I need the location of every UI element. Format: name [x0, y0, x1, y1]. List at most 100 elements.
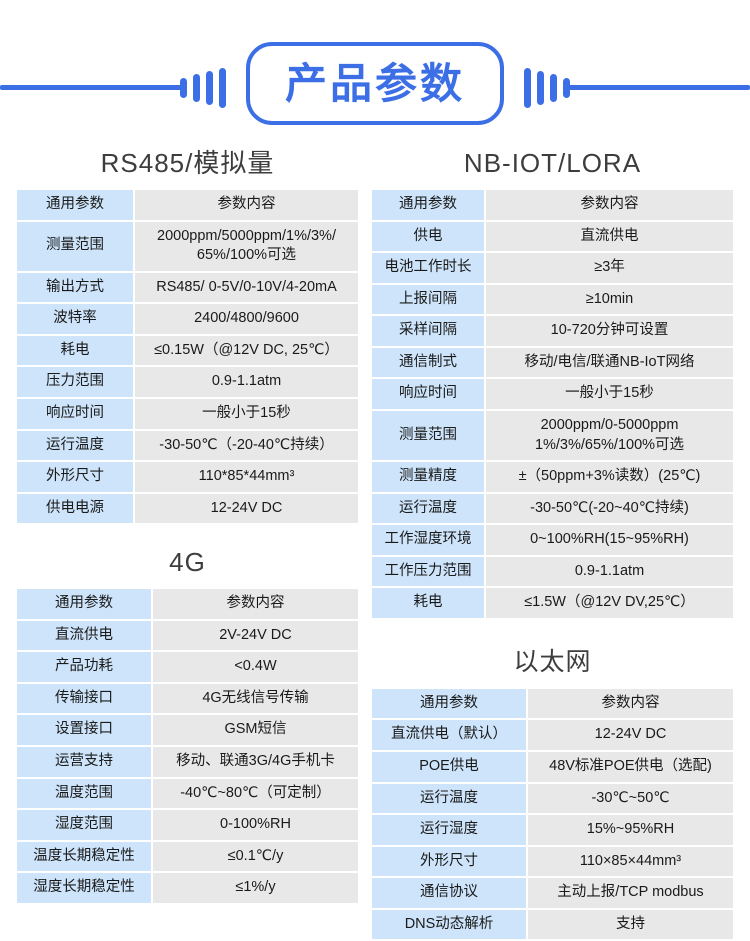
table-row: 测量精度 ±（50ppm+3%读数）(25℃) [372, 462, 733, 492]
row-value: 10-720分钟可设置 [486, 316, 733, 346]
row-value: -30℃~50℃ [528, 783, 733, 814]
tick-bar-icon [537, 70, 544, 105]
row-value: 移动、联通3G/4G手机卡 [153, 747, 358, 777]
table-row: 湿度长期稳定性 ≤1%/y [17, 873, 358, 903]
row-label: 外形尺寸 [17, 462, 135, 492]
banner-ticks-left [180, 67, 226, 108]
row-label: 运行温度 [372, 493, 486, 524]
banner-rule-right [568, 85, 750, 90]
column-header-parameter: 通用参数 [17, 589, 153, 619]
tick-bar-icon [563, 77, 570, 98]
table-row: 耗电 ≤0.15W（@12V DC, 25℃） [17, 335, 358, 366]
row-value: -30-50℃(-20~40℃持续) [486, 493, 733, 524]
column-header-value: 参数内容 [528, 688, 733, 719]
row-label: 测量精度 [372, 462, 486, 492]
section-nbiot: NB-IOT/LORA 通用参数 参数内容 供电 直流供电 电池工作时长 ≥3年 上报间隔 ≥… [372, 150, 733, 620]
page-title: 产品参数 [284, 59, 465, 107]
table-row: 供电电源 12-24V DC [17, 493, 358, 524]
row-label: 供电电源 [17, 493, 135, 524]
row-label: 产品功耗 [17, 652, 153, 682]
row-value: ≤1%/y [153, 873, 358, 903]
column-header-value: 参数内容 [153, 589, 358, 619]
table-row: 响应时间 一般小于15秒 [372, 379, 733, 409]
row-label: POE供电 [372, 752, 528, 782]
table-row: 采样间隔 10-720分钟可设置 [372, 316, 733, 346]
spec-table-ethernet-body: 通用参数 参数内容 直流供电（默认） 12-24V DC POE供电 48V标准POE供电… [372, 688, 733, 940]
column-header-value: 参数内容 [486, 190, 733, 220]
right-column: NB-IOT/LORA 通用参数 参数内容 供电 直流供电 电池工作时长 ≥3年 上报间隔 ≥… [372, 150, 733, 941]
table-row: 耗电 ≤1.5W（@12V DV,25℃） [372, 588, 733, 618]
row-value: <0.4W [153, 652, 358, 682]
row-label: 响应时间 [372, 379, 486, 409]
row-value: 2V-24V DC [153, 620, 358, 651]
table-row: 波特率 2400/4800/9600 [17, 304, 358, 334]
row-value: ≤0.15W（@12V DC, 25℃） [135, 335, 358, 366]
table-row: 通信制式 移动/电信/联通NB-IoT网络 [372, 347, 733, 378]
row-label: 电池工作时长 [372, 253, 486, 283]
spec-table-4g: 通用参数 参数内容 直流供电 2V-24V DC 产品功耗 <0.4W 传输接口 4G无线信号… [17, 587, 358, 905]
row-label: 上报间隔 [372, 284, 486, 315]
table-row: 运行温度 -30-50℃(-20~40℃持续) [372, 493, 733, 524]
row-value: 一般小于15秒 [486, 379, 733, 409]
row-label: 响应时间 [17, 398, 135, 429]
row-value: 48V标准POE供电（选配) [528, 752, 733, 782]
table-header-row: 通用参数 参数内容 [372, 688, 733, 719]
row-label: 外形尺寸 [372, 846, 528, 877]
row-label: 直流供电 [17, 620, 153, 651]
table-row: 电池工作时长 ≥3年 [372, 253, 733, 283]
row-label: 输出方式 [17, 272, 135, 303]
row-value: GSM短信 [153, 715, 358, 745]
row-value: 15%~95%RH [528, 815, 733, 845]
row-value: 0.9-1.1atm [486, 556, 733, 587]
row-label: 测量范围 [372, 410, 486, 461]
section-4g: 4G 通用参数 参数内容 直流供电 2V-24V DC 产品功耗 <0.4W 传输接口 4G无… [17, 549, 358, 905]
table-row: POE供电 48V标准POE供电（选配) [372, 752, 733, 782]
row-value: ≥3年 [486, 253, 733, 283]
row-label: 运行湿度 [372, 815, 528, 845]
table-row: 上报间隔 ≥10min [372, 284, 733, 315]
row-value: 2000ppm/0-5000ppm 1%/3%/65%/100%可选 [486, 410, 733, 461]
column-header-parameter: 通用参数 [17, 190, 135, 220]
row-value: ≤1.5W（@12V DV,25℃） [486, 588, 733, 618]
row-label: 直流供电（默认） [372, 720, 528, 750]
table-row: DNS动态解析 支持 [372, 909, 733, 940]
row-value: 主动上报/TCP modbus [528, 878, 733, 908]
table-row: 测量范围 2000ppm/5000ppm/1%/3%/65%/100%可选 [17, 221, 358, 271]
tick-bar-icon [550, 73, 557, 102]
table-row: 运营支持 移动、联通3G/4G手机卡 [17, 747, 358, 777]
row-value: 4G无线信号传输 [153, 683, 358, 714]
section-ethernet: 以太网 通用参数 参数内容 直流供电（默认） 12-24V DC POE供电 48V标准P… [372, 647, 733, 941]
column-header-parameter: 通用参数 [372, 190, 486, 220]
row-value: 0-100%RH [153, 810, 358, 840]
table-row: 直流供电 2V-24V DC [17, 620, 358, 651]
table-row: 设置接口 GSM短信 [17, 715, 358, 745]
section-title-4g: 4G [169, 547, 206, 578]
row-value: RS485/ 0-5V/0-10V/4-20mA [135, 272, 358, 303]
section-title-ethernet: 以太网 [513, 647, 592, 676]
row-label: 运营支持 [17, 747, 153, 777]
row-label: 通信制式 [372, 347, 486, 378]
spec-table-ethernet: 通用参数 参数内容 直流供电（默认） 12-24V DC POE供电 48V标准POE供电… [372, 687, 733, 941]
page-banner: 产品参数 [0, 0, 750, 150]
table-row: 工作湿度环境 0~100%RH(15~95%RH) [372, 525, 733, 555]
table-header-row: 通用参数 参数内容 [17, 190, 358, 220]
row-value: 12-24V DC [528, 720, 733, 750]
table-row: 传输接口 4G无线信号传输 [17, 683, 358, 714]
spec-table-nbiot-body: 通用参数 参数内容 供电 直流供电 电池工作时长 ≥3年 上报间隔 ≥10min 采样间隔 10-… [372, 190, 733, 618]
row-value: 110*85*44mm³ [135, 462, 358, 492]
table-header-row: 通用参数 参数内容 [372, 190, 733, 220]
table-row: 运行温度 -30-50℃（-20-40℃持续） [17, 430, 358, 461]
table-row: 压力范围 0.9-1.1atm [17, 367, 358, 397]
section-title-rs485: RS485/模拟量 [100, 148, 275, 178]
row-label: 温度长期稳定性 [17, 841, 153, 872]
row-label: 工作压力范围 [372, 556, 486, 587]
row-value: ≤0.1℃/y [153, 841, 358, 872]
table-row: 运行温度 -30℃~50℃ [372, 783, 733, 814]
tick-bar-icon [219, 67, 226, 108]
table-row: 产品功耗 <0.4W [17, 652, 358, 682]
row-value: 0~100%RH(15~95%RH) [486, 525, 733, 555]
row-label: 采样间隔 [372, 316, 486, 346]
row-label: 湿度范围 [17, 810, 153, 840]
table-row: 输出方式 RS485/ 0-5V/0-10V/4-20mA [17, 272, 358, 303]
row-value: 移动/电信/联通NB-IoT网络 [486, 347, 733, 378]
